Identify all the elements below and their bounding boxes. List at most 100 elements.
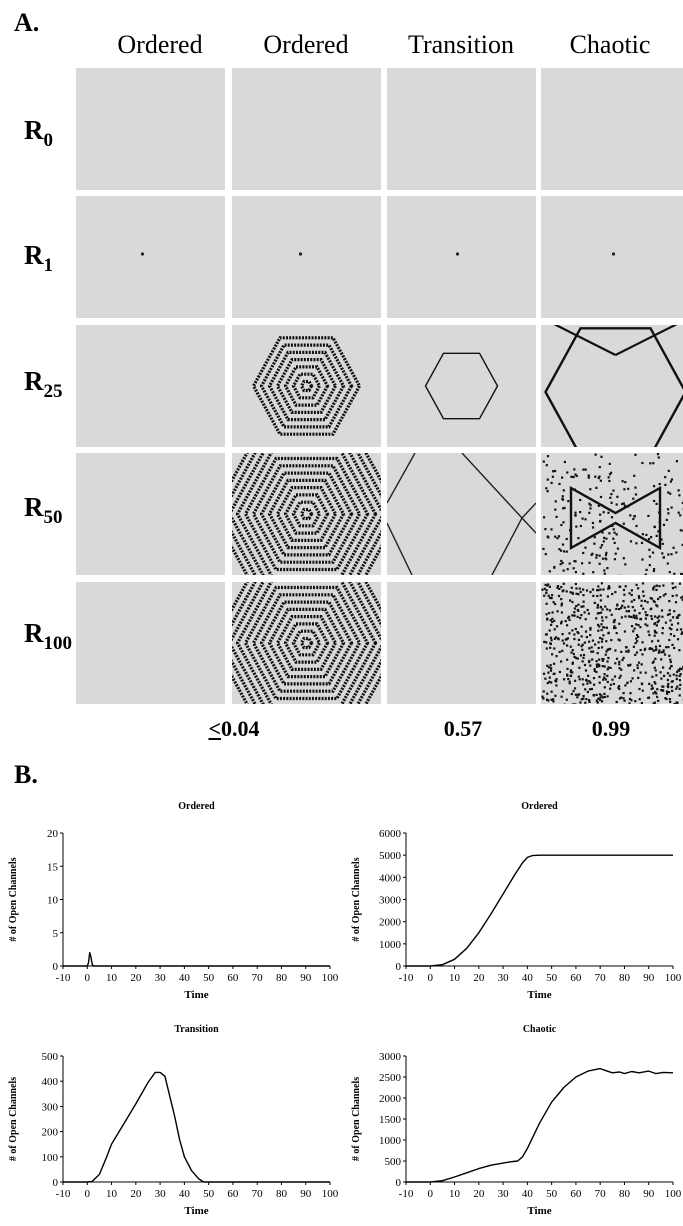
y-tick-label: 5 (53, 928, 59, 940)
chart-title: Ordered (178, 801, 215, 812)
x-tick-label: 80 (276, 1188, 288, 1200)
pattern-tile-single-hexagon (387, 325, 536, 447)
x-tick-label: 30 (498, 1188, 510, 1200)
y-tick-label: 1500 (379, 1114, 402, 1126)
x-tick-label: 20 (473, 972, 485, 984)
y-axis-label: # of Open Channels (8, 1077, 19, 1161)
pattern-tile-crossing-lines (387, 453, 536, 575)
y-tick-label: 6000 (379, 828, 402, 840)
lambda-value-ordered: <0.04 (208, 716, 260, 741)
y-tick-label: 0 (396, 1177, 402, 1189)
chart-title: Chaotic (523, 1024, 557, 1035)
y-axis-label: # of Open Channels (8, 857, 19, 941)
x-tick-label: 80 (619, 972, 631, 984)
x-tick-label: 40 (179, 972, 191, 984)
x-tick-label: 30 (498, 972, 510, 984)
y-tick-label: 400 (42, 1076, 59, 1088)
y-tick-label: 200 (42, 1127, 59, 1139)
x-tick-label: 50 (546, 972, 558, 984)
x-tick-label: 50 (203, 972, 215, 984)
column-header-ordered-2: Ordered (263, 30, 349, 59)
x-tick-label: 40 (522, 1188, 534, 1200)
x-tick-label: -10 (399, 972, 414, 984)
x-axis-label: Time (527, 1205, 551, 1217)
y-tick-label: 2000 (379, 917, 402, 929)
x-tick-label: 50 (546, 1188, 558, 1200)
x-tick-label: 100 (665, 972, 682, 984)
y-tick-label: 1000 (379, 939, 402, 951)
y-tick-label: 20 (47, 828, 59, 840)
y-tick-label: 300 (42, 1101, 59, 1113)
x-tick-label: 80 (276, 972, 288, 984)
x-tick-label: 100 (665, 1188, 682, 1200)
pattern-tile-single-dot (232, 196, 381, 318)
x-tick-label: -10 (399, 1188, 414, 1200)
pattern-tile-noise-texture (541, 582, 683, 704)
y-tick-label: 0 (396, 961, 402, 973)
x-tick-label: 10 (106, 972, 118, 984)
y-axis-label: # of Open Channels (351, 1077, 362, 1161)
pattern-tile-blank (76, 68, 225, 190)
column-header-chaotic: Chaotic (569, 30, 651, 59)
lambda-value-transition: 0.57 (443, 716, 483, 741)
pattern-tile-blank (76, 453, 225, 575)
column-header-ordered-1: Ordered (117, 30, 203, 59)
y-tick-label: 3000 (379, 895, 402, 907)
row-label-r0: R0 (24, 115, 53, 151)
series-line (63, 1071, 330, 1183)
y-tick-label: 1000 (379, 1135, 402, 1147)
pattern-tile-single-dot (387, 196, 536, 318)
column-header-transition: Transition (408, 30, 514, 59)
x-tick-label: 0 (428, 1188, 434, 1200)
x-tick-label: 20 (130, 972, 142, 984)
x-tick-label: 100 (322, 972, 339, 984)
row-label-r25: R25 (24, 366, 63, 402)
series-line (63, 951, 330, 967)
y-tick-label: 3000 (379, 1051, 402, 1063)
pattern-tile-single-dot (541, 196, 683, 318)
x-tick-label: 90 (300, 1188, 312, 1200)
series-line (406, 854, 673, 967)
x-tick-label: 40 (522, 972, 534, 984)
y-tick-label: 0 (53, 961, 59, 973)
y-tick-label: 100 (42, 1152, 59, 1164)
x-tick-label: 80 (619, 1188, 631, 1200)
row-label-r50: R50 (24, 492, 63, 528)
x-tick-label: 10 (106, 1188, 118, 1200)
x-tick-label: 90 (643, 1188, 655, 1200)
pattern-tile-concentric-hexagons (232, 325, 381, 447)
x-tick-label: 70 (252, 972, 264, 984)
x-tick-label: 60 (227, 972, 239, 984)
panel-b-label: B. (14, 760, 38, 789)
x-axis-label: Time (184, 989, 208, 1001)
x-tick-label: 10 (449, 972, 461, 984)
series-line (406, 1067, 674, 1183)
lambda-value-chaotic: 0.99 (591, 716, 631, 741)
pattern-tile-blank (387, 68, 536, 190)
x-tick-label: 60 (570, 1188, 582, 1200)
x-tick-label: 50 (203, 1188, 215, 1200)
pattern-tile-blank (76, 325, 225, 447)
row-label-r100: R100 (24, 618, 72, 654)
pattern-tile-blank (541, 68, 683, 190)
x-tick-label: 0 (85, 972, 91, 984)
x-tick-label: 0 (85, 1188, 91, 1200)
y-tick-label: 15 (47, 861, 59, 873)
x-tick-label: 90 (300, 972, 312, 984)
y-tick-label: 4000 (379, 872, 402, 884)
x-tick-label: 10 (449, 1188, 461, 1200)
x-tick-label: 20 (473, 1188, 485, 1200)
y-tick-label: 500 (385, 1156, 402, 1168)
y-tick-label: 2500 (379, 1072, 402, 1084)
chart-title: Ordered (521, 801, 558, 812)
x-tick-label: 70 (595, 1188, 607, 1200)
pattern-tile-blank (232, 68, 381, 190)
pattern-tile-noise-texture (541, 453, 683, 575)
x-tick-label: 70 (252, 1188, 264, 1200)
panel-a-label: A. (14, 8, 40, 37)
row-label-r1: R1 (24, 240, 53, 276)
